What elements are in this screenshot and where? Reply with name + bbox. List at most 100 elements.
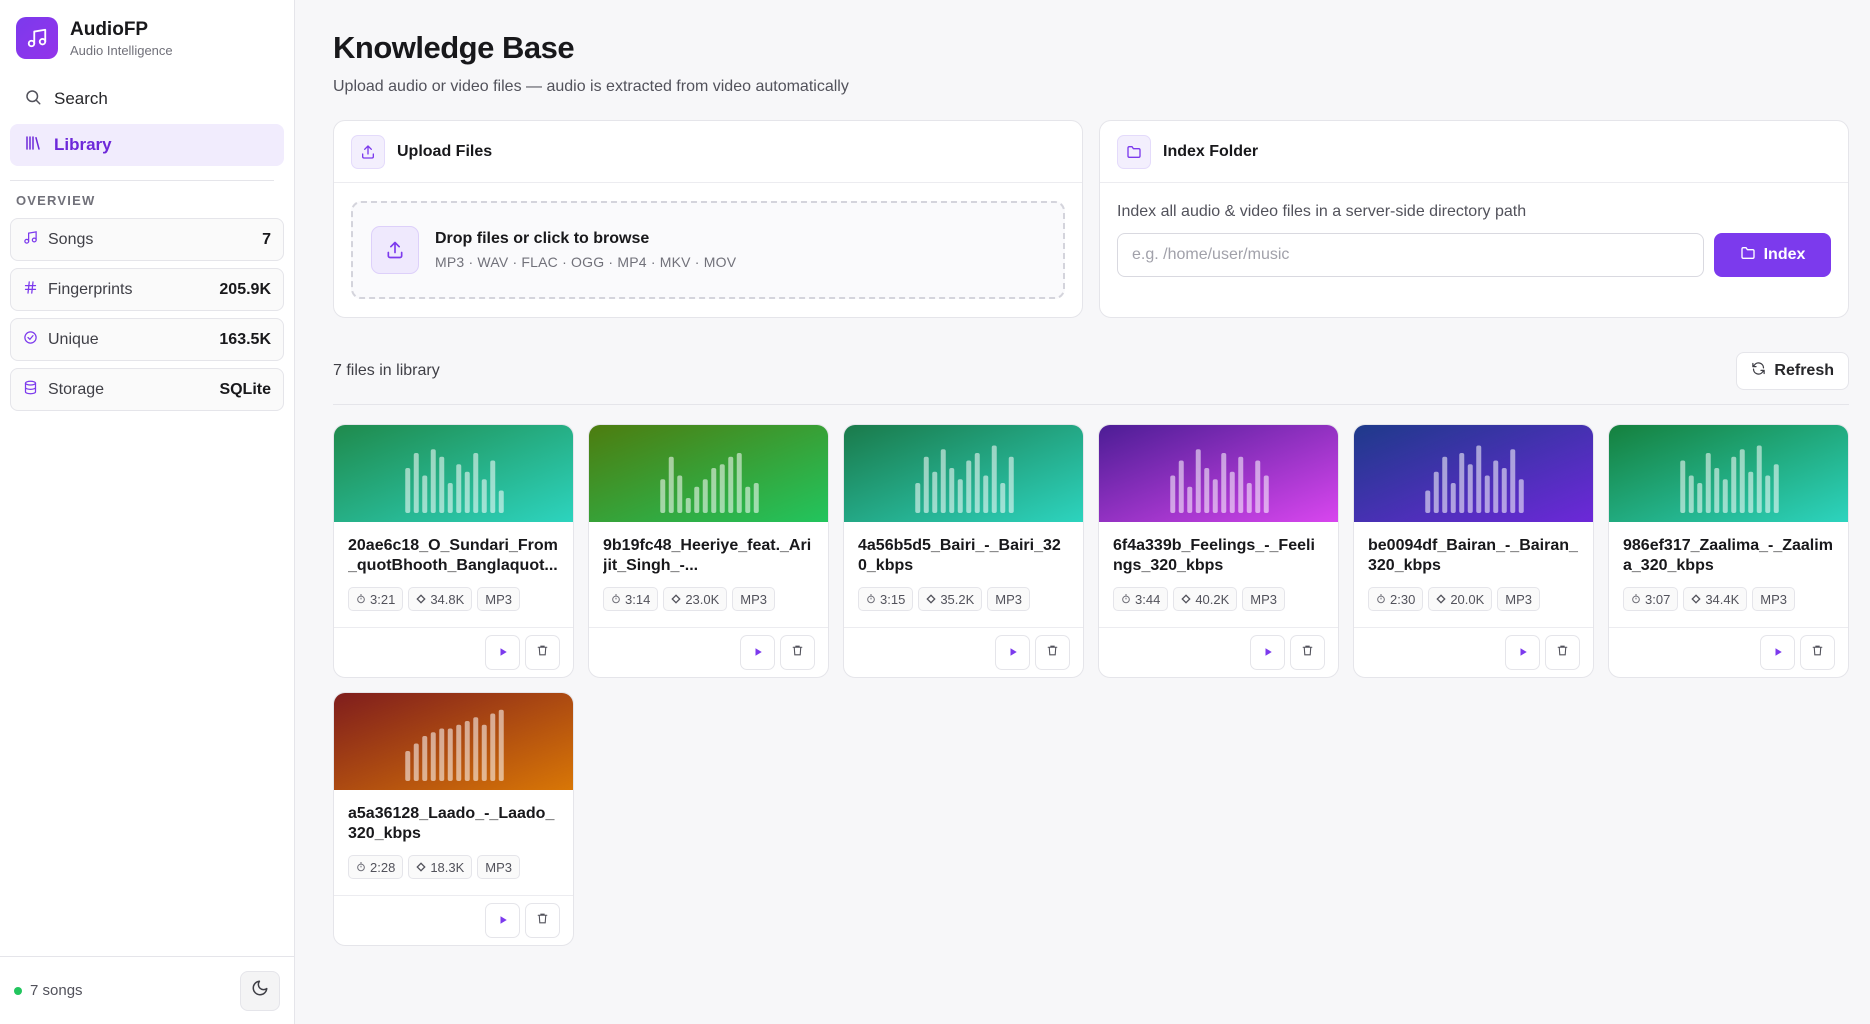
waveform-bar bbox=[1501, 468, 1507, 513]
waveform-thumbnail bbox=[1609, 425, 1848, 522]
delete-button[interactable] bbox=[1545, 635, 1580, 670]
play-button[interactable] bbox=[1250, 635, 1285, 670]
play-button[interactable] bbox=[1760, 635, 1795, 670]
waveform-bar bbox=[1008, 456, 1014, 513]
waveform-graphic bbox=[1099, 425, 1338, 522]
library-icon bbox=[24, 134, 42, 157]
index-button[interactable]: Index bbox=[1714, 233, 1831, 277]
status-indicator: 7 songs bbox=[14, 982, 83, 999]
file-card: 9b19fc48_Heeriye_feat._Arijit_Singh_-...… bbox=[588, 424, 829, 678]
file-card-body: a5a36128_Laado_-_Laado_320_kbps 2:28 18.… bbox=[334, 790, 573, 896]
waveform-thumbnail bbox=[1099, 425, 1338, 522]
delete-button[interactable] bbox=[525, 635, 560, 670]
file-card-actions bbox=[589, 628, 828, 677]
index-panel: Index Folder Index all audio & video fil… bbox=[1099, 120, 1849, 318]
stat-label: Songs bbox=[48, 230, 94, 248]
refresh-button[interactable]: Refresh bbox=[1736, 352, 1849, 390]
waveform-bar bbox=[464, 471, 470, 513]
format-badge: MP3 bbox=[987, 587, 1031, 611]
play-button[interactable] bbox=[740, 635, 775, 670]
waveform-bar bbox=[1212, 479, 1218, 513]
waveform-bar bbox=[1756, 445, 1762, 513]
file-tags: 3:21 34.8K MP3 bbox=[348, 587, 559, 611]
timer-icon bbox=[1631, 592, 1641, 607]
nav-item-search[interactable]: Search bbox=[10, 78, 284, 120]
play-button[interactable] bbox=[1505, 635, 1540, 670]
waveform-bar bbox=[668, 456, 674, 513]
trash-icon bbox=[791, 644, 804, 662]
duration-badge: 3:44 bbox=[1113, 587, 1169, 611]
folder-path-input[interactable]: e.g. /home/user/music bbox=[1117, 233, 1704, 277]
waveform-bar bbox=[405, 751, 411, 781]
index-panel-header: Index Folder bbox=[1100, 121, 1848, 183]
waveform-bar bbox=[677, 475, 683, 513]
waveform-bar bbox=[1484, 475, 1490, 513]
database-icon bbox=[23, 380, 38, 400]
waveform-bar bbox=[1510, 449, 1516, 513]
play-icon bbox=[753, 644, 763, 662]
waveform-bar bbox=[1493, 460, 1499, 513]
index-button-label: Index bbox=[1763, 246, 1806, 263]
waveform-bar bbox=[456, 464, 462, 513]
timer-icon bbox=[356, 592, 366, 607]
index-form: e.g. /home/user/music Index bbox=[1100, 221, 1848, 277]
waveform-bar bbox=[490, 713, 496, 781]
play-button[interactable] bbox=[485, 635, 520, 670]
fingerprint-icon bbox=[671, 592, 681, 607]
trash-icon bbox=[536, 644, 549, 662]
file-card-actions bbox=[844, 628, 1083, 677]
waveform-thumbnail bbox=[334, 693, 573, 790]
delete-button[interactable] bbox=[1035, 635, 1070, 670]
theme-toggle-button[interactable] bbox=[240, 970, 280, 1011]
duration-text: 2:30 bbox=[1390, 591, 1416, 607]
fingerprint-icon bbox=[926, 592, 936, 607]
nav-item-library[interactable]: Library bbox=[10, 124, 284, 166]
duration-text: 3:21 bbox=[370, 591, 396, 607]
upload-panel: Upload Files Drop files or click to brow… bbox=[333, 120, 1083, 318]
file-title: 20ae6c18_O_Sundari_From_quotBhooth_Bangl… bbox=[348, 537, 558, 574]
timer-icon bbox=[356, 860, 366, 875]
duration-badge: 3:21 bbox=[348, 587, 404, 611]
waveform-bar bbox=[490, 460, 496, 513]
file-tags: 3:15 35.2K MP3 bbox=[858, 587, 1069, 611]
library-toolbar: 7 files in library Refresh bbox=[333, 352, 1849, 405]
waveform-bar bbox=[728, 456, 734, 513]
refresh-icon bbox=[1751, 361, 1766, 381]
music-note-icon bbox=[23, 230, 38, 250]
format-badge: MP3 bbox=[732, 587, 776, 611]
fingerprint-badge: 18.3K bbox=[408, 855, 473, 879]
waveform-bar bbox=[1221, 453, 1227, 513]
waveform-bar bbox=[1765, 475, 1771, 513]
waveform-bar bbox=[753, 483, 759, 513]
delete-button[interactable] bbox=[780, 635, 815, 670]
waveform-bar bbox=[1195, 449, 1201, 513]
delete-button[interactable] bbox=[1800, 635, 1835, 670]
file-dropzone[interactable]: Drop files or click to browse MP3 · WAV … bbox=[351, 201, 1065, 299]
play-icon bbox=[1008, 644, 1018, 662]
delete-button[interactable] bbox=[525, 903, 560, 938]
file-card-body: 4a56b5d5_Bairi_-_Bairi_320_kbps 3:15 35.… bbox=[844, 522, 1083, 628]
waveform-thumbnail bbox=[844, 425, 1083, 522]
stat-label: Storage bbox=[48, 380, 105, 398]
delete-button[interactable] bbox=[1290, 635, 1325, 670]
page-title: Knowledge Base bbox=[333, 30, 575, 65]
timer-icon bbox=[866, 592, 876, 607]
main-nav: Search Library bbox=[0, 78, 294, 170]
file-title: 986ef317_Zaalima_-_Zaalima_320_kbps bbox=[1623, 537, 1833, 574]
waveform-bar bbox=[413, 743, 419, 781]
play-button[interactable] bbox=[485, 903, 520, 938]
waveform-bar bbox=[1714, 468, 1720, 513]
waveform-bar bbox=[413, 453, 419, 513]
file-card: 986ef317_Zaalima_-_Zaalima_320_kbps 3:07… bbox=[1608, 424, 1849, 678]
file-title: be0094df_Bairan_-_Bairan_320_kbps bbox=[1368, 537, 1578, 574]
file-card: 4a56b5d5_Bairi_-_Bairi_320_kbps 3:15 35.… bbox=[843, 424, 1084, 678]
waveform-graphic bbox=[1609, 425, 1848, 522]
play-button[interactable] bbox=[995, 635, 1030, 670]
fingerprint-icon bbox=[416, 592, 426, 607]
stat-label: Unique bbox=[48, 330, 99, 348]
status-text: 7 songs bbox=[30, 982, 83, 999]
fingerprint-badge: 40.2K bbox=[1173, 587, 1238, 611]
file-card-body: 9b19fc48_Heeriye_feat._Arijit_Singh_-...… bbox=[589, 522, 828, 628]
overview-label: OVERVIEW bbox=[16, 193, 96, 208]
waveform-bar bbox=[1204, 468, 1210, 513]
